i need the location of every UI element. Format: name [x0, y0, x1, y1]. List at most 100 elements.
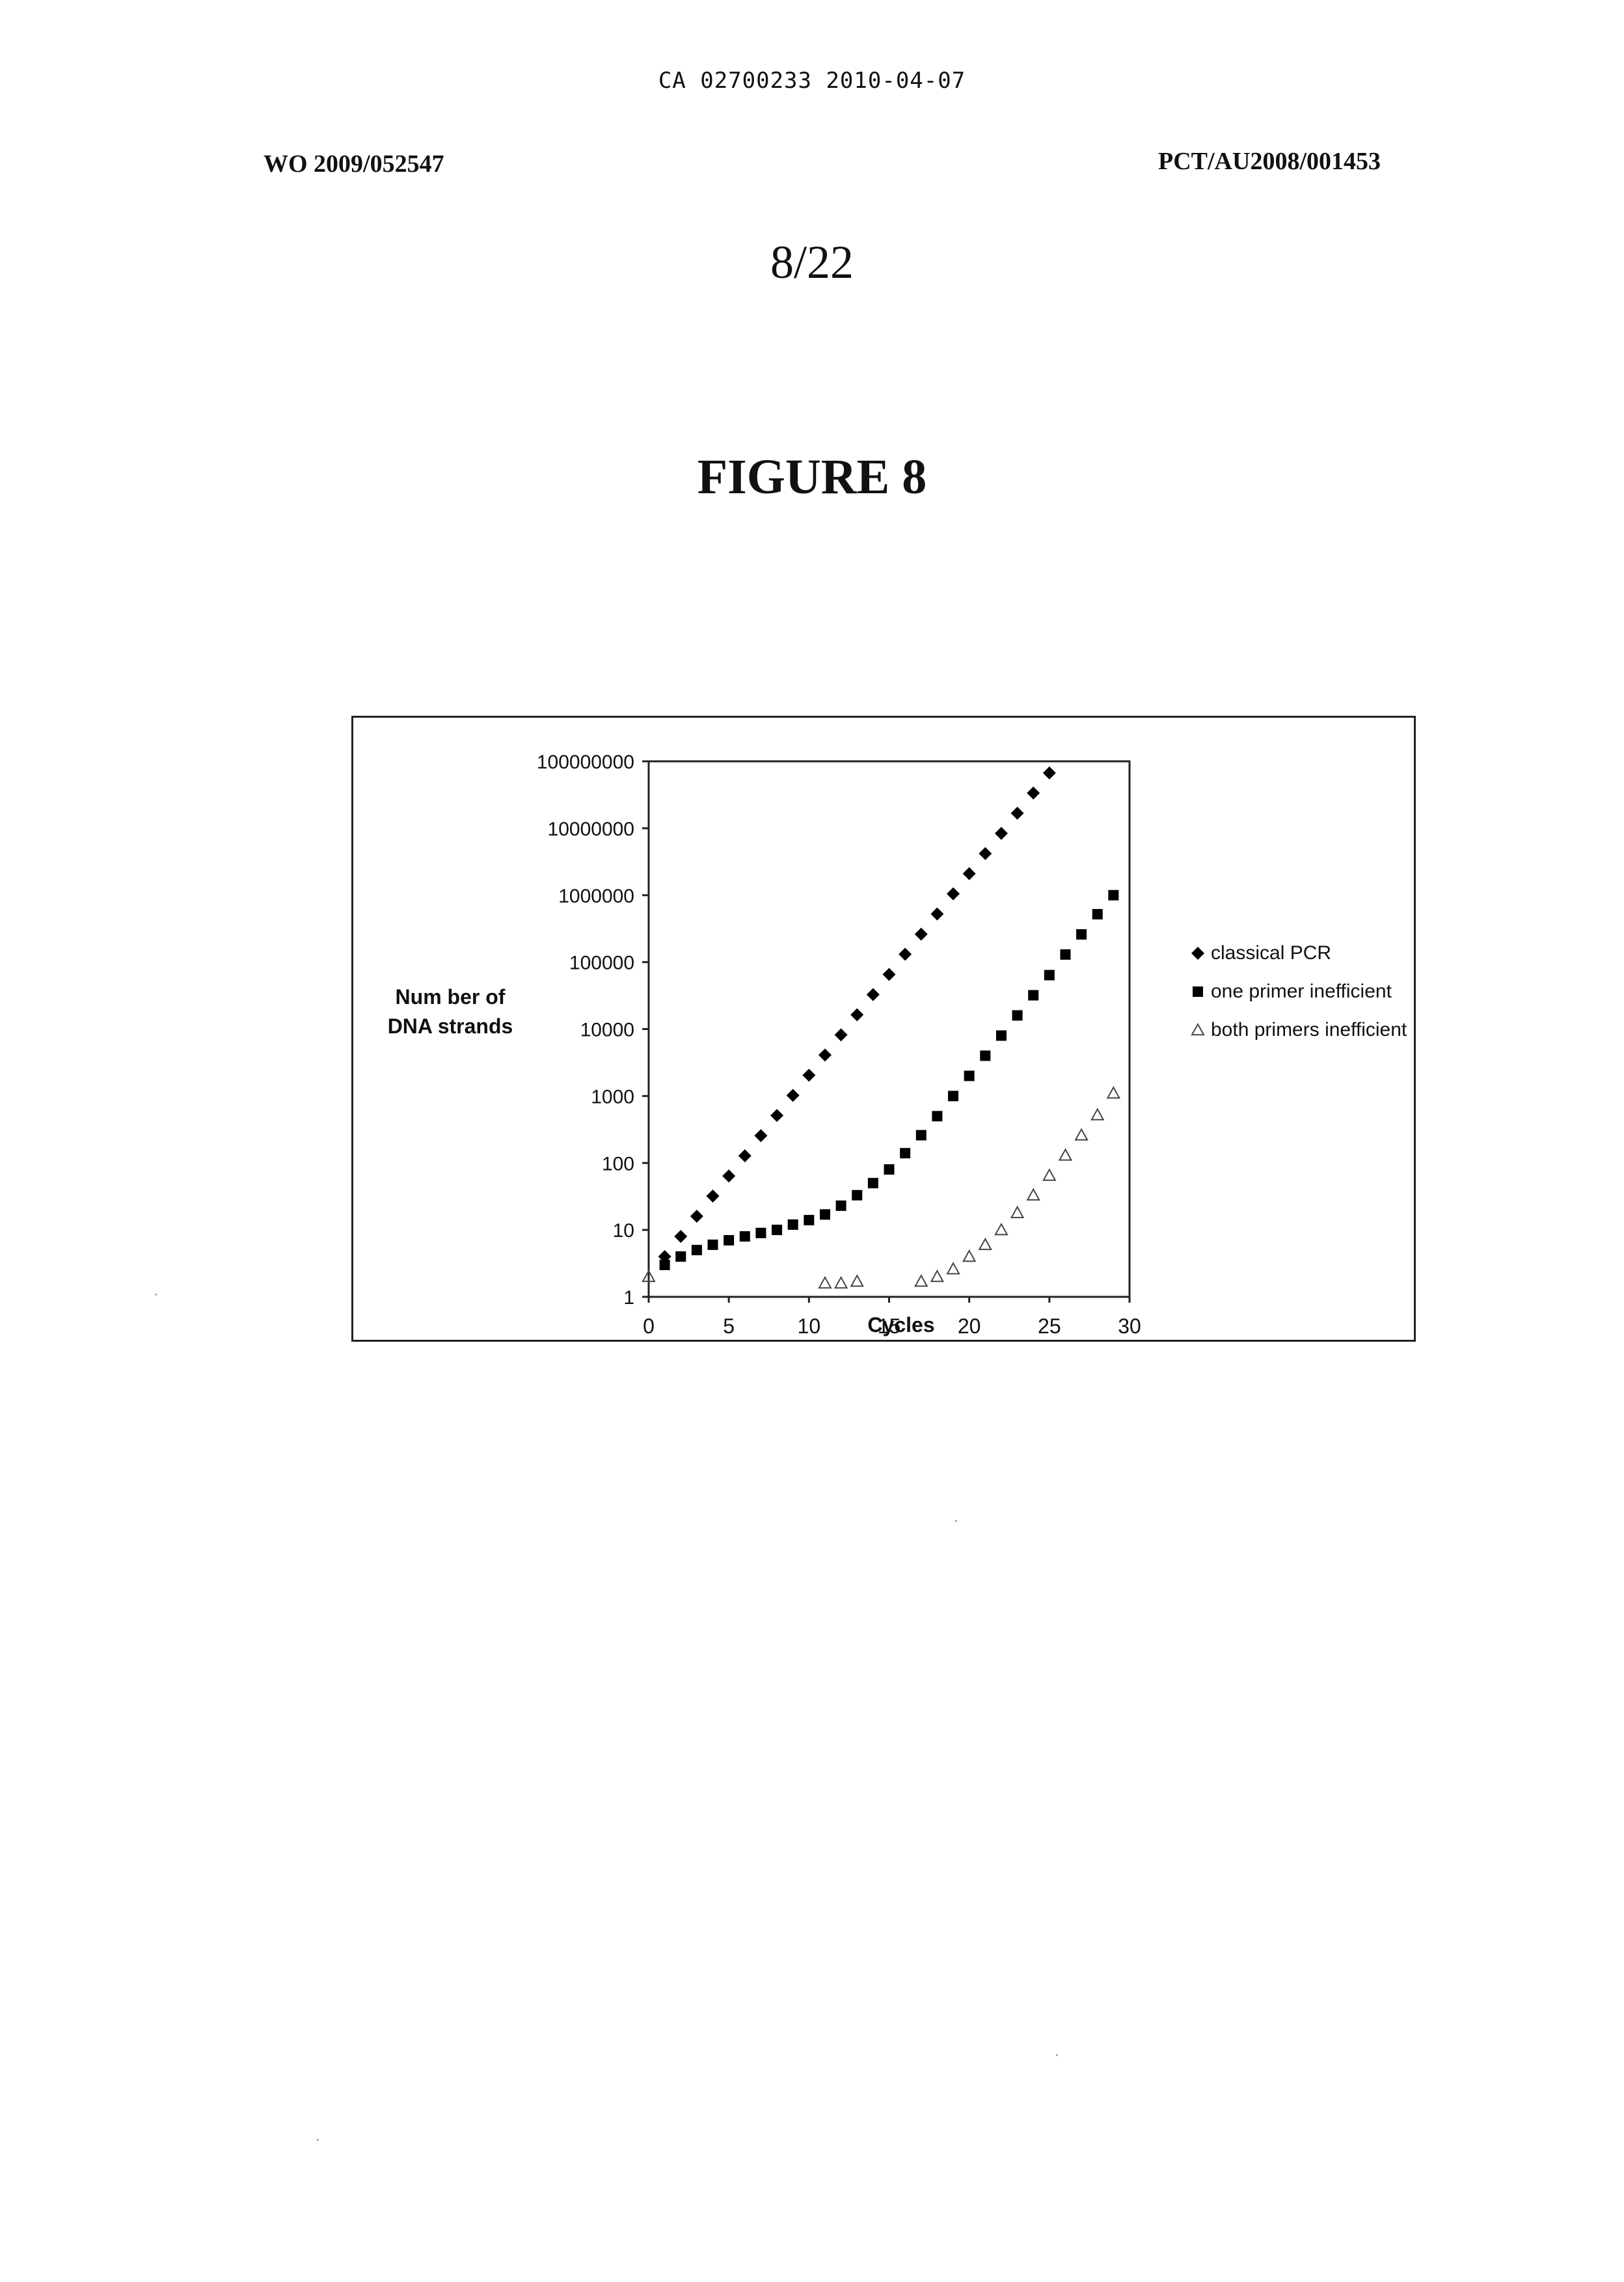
y-tick-label: 100000 — [569, 953, 634, 974]
y-tick-label: 1000000 — [558, 886, 634, 907]
x-tick-label: 0 — [643, 1314, 655, 1338]
data-point — [1060, 949, 1070, 960]
data-point — [995, 1224, 1007, 1234]
data-point — [1027, 1189, 1039, 1200]
series-square — [660, 890, 1119, 1270]
data-point — [1043, 767, 1056, 780]
data-point — [724, 1235, 734, 1245]
data-point — [1027, 787, 1040, 800]
scan-speck — [955, 1520, 957, 1522]
data-point — [1012, 1207, 1023, 1217]
data-point — [835, 1028, 848, 1041]
wo-publication-number: WO 2009/052547 — [264, 150, 444, 178]
scan-speck — [317, 2139, 319, 2141]
data-point — [964, 1251, 975, 1261]
legend-marker — [1192, 1024, 1204, 1035]
y-tick-label: 100 — [602, 1153, 634, 1175]
data-point — [690, 1210, 703, 1223]
data-point — [1028, 990, 1038, 1001]
x-tick-label: 30 — [1118, 1314, 1141, 1338]
data-point — [675, 1251, 686, 1262]
data-point — [1076, 1130, 1087, 1140]
data-point — [707, 1189, 720, 1202]
y-axis: 1101001000100001000001000000100000001000… — [537, 752, 649, 1309]
data-point — [948, 1091, 958, 1101]
data-point — [979, 1239, 991, 1249]
y-tick-label: 10 — [613, 1220, 634, 1242]
data-point — [932, 1111, 942, 1121]
data-point — [1107, 1087, 1119, 1098]
data-point — [820, 1209, 830, 1219]
x-tick-label: 25 — [1038, 1314, 1061, 1338]
legend: classical PCR one primer inefficient both … — [1191, 942, 1407, 1040]
data-point — [868, 1178, 878, 1188]
data-point — [819, 1048, 832, 1061]
data-point — [884, 1164, 895, 1175]
y-tick-label: 10000000 — [548, 819, 634, 840]
data-point — [995, 827, 1008, 840]
data-point — [819, 1277, 831, 1288]
data-point — [770, 1109, 783, 1122]
data-point — [722, 1169, 735, 1182]
data-point — [1092, 1109, 1103, 1120]
y-axis-label-line1: Num ber of — [396, 985, 506, 1009]
x-tick-label: 10 — [798, 1314, 821, 1338]
sheet-number: 8/22 — [0, 236, 1624, 290]
legend-marker — [1191, 947, 1204, 960]
legend-label: both primers inefficient — [1211, 1019, 1407, 1040]
data-point — [692, 1245, 702, 1255]
data-point — [1011, 807, 1024, 820]
data-point — [804, 1215, 814, 1225]
data-point — [915, 1275, 927, 1286]
data-point — [836, 1201, 846, 1211]
legend-label: one primer inefficient — [1211, 981, 1392, 1002]
data-point — [979, 847, 992, 860]
series-diamond — [658, 767, 1056, 1263]
data-point — [1012, 1011, 1023, 1021]
pcr-chart: 1101001000100001000001000000100000001000… — [353, 718, 1414, 1340]
figure-title: FIGURE 8 — [0, 449, 1624, 506]
data-point — [980, 1050, 990, 1061]
data-point — [947, 1263, 959, 1273]
data-point — [787, 1089, 800, 1102]
data-point — [1108, 890, 1118, 901]
data-point — [1044, 970, 1055, 981]
scan-speck — [155, 1294, 157, 1296]
y-tick-label: 100000000 — [537, 752, 634, 773]
data-point — [1044, 1169, 1055, 1180]
y-tick-label: 10000 — [580, 1020, 634, 1041]
x-tick-label: 20 — [958, 1314, 981, 1338]
data-point — [867, 988, 880, 1001]
data-point — [740, 1231, 750, 1242]
data-point — [772, 1225, 782, 1235]
x-tick-label: 5 — [723, 1314, 735, 1338]
data-point — [947, 888, 960, 901]
scan-speck — [1056, 2054, 1058, 2056]
data-point — [1076, 929, 1087, 940]
chart-frame: 1101001000100001000001000000100000001000… — [351, 716, 1416, 1342]
plot-area — [649, 761, 1130, 1297]
data-point — [964, 1070, 975, 1081]
x-axis-label: Cycles — [867, 1313, 934, 1337]
data-point — [708, 1240, 718, 1250]
data-point — [900, 1148, 910, 1158]
series-triangle-open — [643, 1087, 1119, 1288]
data-point — [835, 1277, 847, 1288]
data-point — [660, 1260, 670, 1270]
data-point — [851, 1275, 863, 1286]
legend-label: classical PCR — [1211, 942, 1331, 964]
data-point — [930, 908, 943, 921]
legend-marker — [1193, 986, 1203, 997]
data-point — [755, 1228, 766, 1238]
y-tick-label: 1000 — [591, 1086, 634, 1107]
data-point — [802, 1068, 815, 1081]
data-point — [1092, 909, 1103, 919]
data-point — [963, 867, 976, 880]
data-point — [738, 1149, 751, 1162]
data-point — [674, 1230, 687, 1243]
data-point — [754, 1129, 767, 1142]
data-point — [852, 1190, 862, 1201]
data-point — [931, 1271, 943, 1281]
data-point — [899, 948, 912, 961]
data-point — [850, 1008, 863, 1021]
